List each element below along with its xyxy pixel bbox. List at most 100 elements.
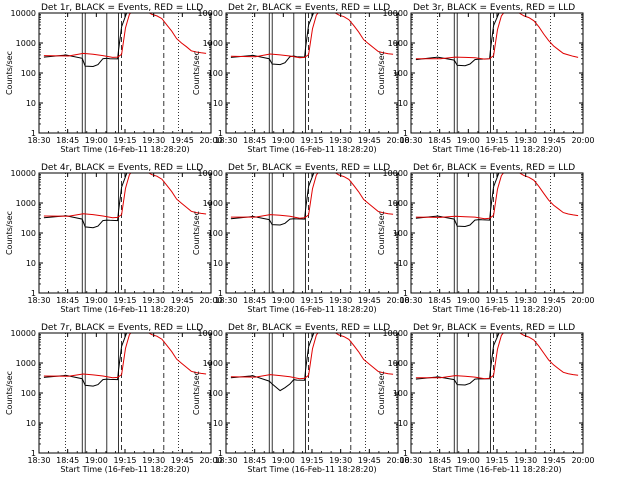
x-tick-label: 19:15 — [113, 296, 136, 305]
y-tick-label: 1000 — [388, 199, 408, 208]
panel-title: Det 9r, BLACK = Events, RED = LLD — [413, 323, 575, 333]
x-tick-label: 18:30 — [399, 296, 422, 305]
y-tick-label: 10000 — [11, 329, 36, 338]
panel-det-1: Det 1r, BLACK = Events, RED = LLD 1 10 100 1… — [5, 3, 223, 154]
y-tick-label: 100 — [21, 389, 36, 398]
y-axis-label: Counts/sec — [5, 211, 14, 255]
x-tick-label: 19:00 — [85, 296, 108, 305]
lld-series-line — [230, 173, 394, 219]
panel-det-4: Det 4r, BLACK = Events, RED = LLD 1 10 100 1… — [5, 163, 223, 314]
events-series-line — [43, 173, 128, 229]
panel-title: Det 6r, BLACK = Events, RED = LLD — [413, 163, 575, 173]
x-tick-label: 19:00 — [85, 136, 108, 145]
y-tick-label: 100 — [393, 69, 408, 78]
y-tick-label: 1 — [403, 289, 408, 298]
y-tick-label: 1000 — [388, 39, 408, 48]
panel-title: Det 5r, BLACK = Events, RED = LLD — [228, 163, 390, 173]
y-tick-label: 1 — [31, 449, 36, 458]
y-tick-label: 10000 — [198, 169, 223, 178]
x-tick-label: 19:45 — [358, 456, 381, 465]
y-tick-label: 1 — [31, 289, 36, 298]
x-tick-label: 20:00 — [386, 296, 409, 305]
x-tick-label: 18:45 — [243, 456, 266, 465]
panel-title: Det 2r, BLACK = Events, RED = LLD — [228, 3, 390, 13]
x-tick-label: 18:30 — [27, 136, 50, 145]
x-tick-label: 20:00 — [199, 296, 222, 305]
panel-title: Det 4r, BLACK = Events, RED = LLD — [41, 163, 203, 173]
panel-title: Det 7r, BLACK = Events, RED = LLD — [41, 323, 203, 333]
y-tick-label: 1 — [31, 129, 36, 138]
x-axis-label: Start Time (16-Feb-11 18:28:20) — [247, 465, 376, 474]
x-axis-label: Start Time (16-Feb-11 18:28:20) — [60, 145, 189, 154]
panel-title: Det 3r, BLACK = Events, RED = LLD — [413, 3, 575, 13]
x-tick-label: 19:00 — [457, 296, 480, 305]
x-tick-label: 18:30 — [27, 296, 50, 305]
x-axis-label: Start Time (16-Feb-11 18:28:20) — [432, 465, 561, 474]
y-tick-label: 10000 — [11, 169, 36, 178]
x-tick-label: 20:00 — [571, 136, 594, 145]
y-tick-label: 10000 — [198, 9, 223, 18]
y-axis-label: Counts/sec — [5, 51, 14, 95]
y-tick-label: 100 — [208, 229, 223, 238]
x-tick-label: 20:00 — [571, 456, 594, 465]
y-tick-label: 10 — [26, 419, 36, 428]
panel-title: Det 1r, BLACK = Events, RED = LLD — [41, 3, 203, 13]
y-tick-label: 1 — [218, 129, 223, 138]
x-tick-label: 19:00 — [457, 456, 480, 465]
x-tick-label: 19:30 — [329, 456, 352, 465]
x-tick-label: 18:30 — [214, 296, 237, 305]
y-axis-label: Counts/sec — [192, 371, 201, 415]
lld-series-line — [230, 13, 394, 59]
y-tick-label: 10 — [398, 259, 408, 268]
y-tick-label: 1 — [218, 449, 223, 458]
lld-series-line — [43, 333, 207, 379]
panel-det-6: Det 6r, BLACK = Events, RED = LLD 1 10 100 1… — [377, 163, 595, 314]
x-tick-label: 18:45 — [428, 136, 451, 145]
y-axis-label: Counts/sec — [192, 51, 201, 95]
y-tick-label: 10 — [213, 99, 223, 108]
y-tick-label: 10 — [398, 99, 408, 108]
x-tick-label: 18:30 — [27, 456, 50, 465]
y-tick-label: 1000 — [16, 39, 36, 48]
x-tick-label: 18:45 — [428, 456, 451, 465]
x-tick-label: 19:30 — [514, 296, 537, 305]
x-tick-label: 18:30 — [214, 136, 237, 145]
panel-det-8: Det 8r, BLACK = Events, RED = LLD 1 10 100 1… — [192, 323, 410, 474]
panel-det-3: Det 3r, BLACK = Events, RED = LLD 1 10 100 1… — [377, 3, 595, 154]
y-axis-label: Counts/sec — [377, 51, 386, 95]
x-tick-label: 19:00 — [272, 136, 295, 145]
y-tick-label: 10000 — [383, 9, 408, 18]
x-tick-label: 18:30 — [399, 456, 422, 465]
y-axis-label: Counts/sec — [377, 371, 386, 415]
y-tick-label: 100 — [208, 389, 223, 398]
x-tick-label: 19:30 — [142, 136, 165, 145]
x-tick-label: 19:30 — [142, 456, 165, 465]
x-tick-label: 20:00 — [571, 296, 594, 305]
x-tick-label: 18:45 — [243, 296, 266, 305]
events-series-line — [43, 13, 128, 68]
x-tick-label: 19:30 — [142, 296, 165, 305]
y-tick-label: 100 — [21, 69, 36, 78]
x-tick-label: 19:15 — [300, 136, 323, 145]
x-tick-label: 19:45 — [171, 296, 194, 305]
y-axis-label: Counts/sec — [377, 211, 386, 255]
x-tick-label: 19:30 — [514, 136, 537, 145]
panel-det-2: Det 2r, BLACK = Events, RED = LLD 1 10 100 1… — [192, 3, 410, 154]
x-tick-label: 19:00 — [272, 296, 295, 305]
y-tick-label: 1 — [218, 289, 223, 298]
x-tick-label: 20:00 — [386, 136, 409, 145]
x-tick-label: 19:30 — [514, 456, 537, 465]
y-tick-label: 10 — [213, 259, 223, 268]
y-tick-label: 10000 — [383, 169, 408, 178]
x-tick-label: 19:15 — [485, 136, 508, 145]
x-tick-label: 19:00 — [457, 136, 480, 145]
x-tick-label: 19:45 — [543, 456, 566, 465]
lld-series-line — [43, 173, 207, 219]
events-series-line — [230, 13, 315, 66]
x-axis-label: Start Time (16-Feb-11 18:28:20) — [247, 145, 376, 154]
x-tick-label: 18:45 — [243, 136, 266, 145]
y-tick-label: 1000 — [203, 199, 223, 208]
panel-det-7: Det 7r, BLACK = Events, RED = LLD 1 10 100 1… — [5, 323, 223, 474]
x-tick-label: 20:00 — [199, 136, 222, 145]
